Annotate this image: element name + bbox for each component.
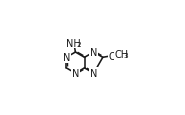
Text: O: O — [109, 51, 116, 61]
Text: N: N — [63, 53, 70, 63]
Text: N: N — [72, 69, 79, 78]
Text: N: N — [90, 48, 97, 58]
Text: CH: CH — [114, 50, 128, 60]
Text: 3: 3 — [124, 53, 128, 58]
Text: N: N — [90, 69, 97, 78]
Text: 2: 2 — [76, 41, 81, 47]
Text: NH: NH — [66, 38, 81, 48]
